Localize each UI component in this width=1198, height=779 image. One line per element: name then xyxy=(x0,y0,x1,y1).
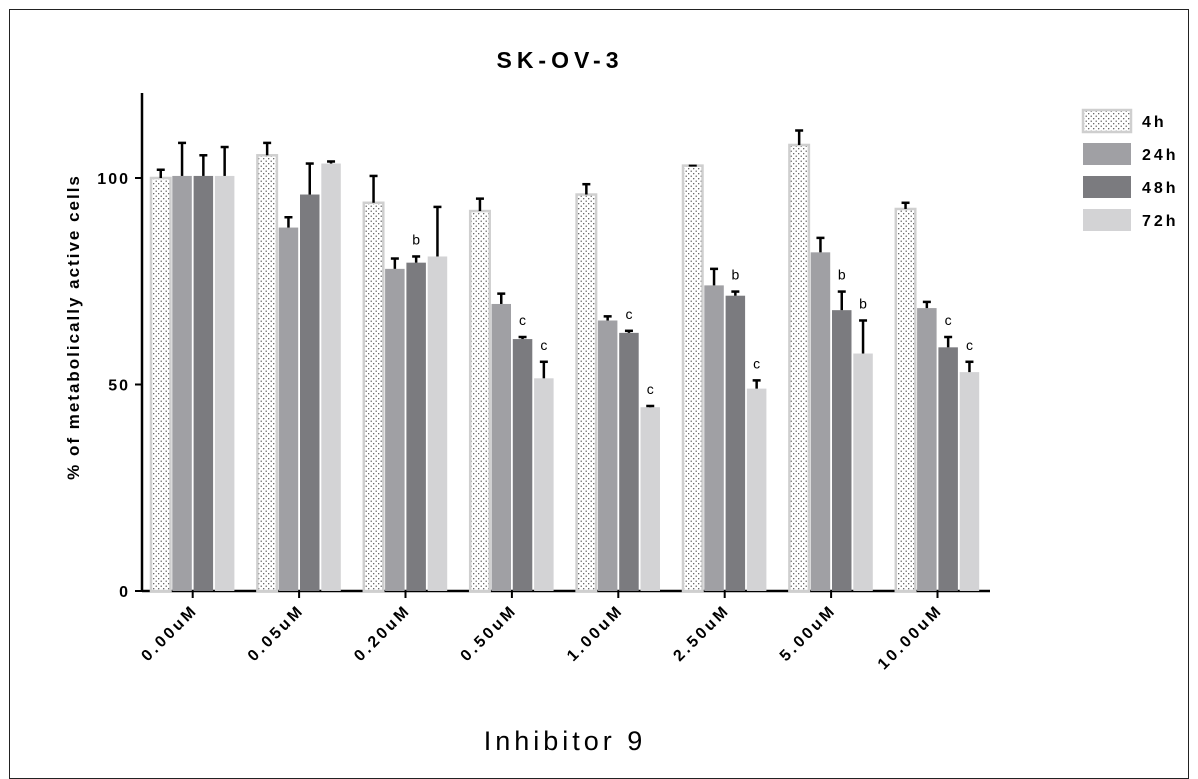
bar xyxy=(534,378,554,591)
bar xyxy=(427,256,448,591)
y-tick-label: 100 xyxy=(97,171,130,188)
legend-label: 72h xyxy=(1142,213,1179,230)
x-tick-label: 1.00uM xyxy=(564,602,627,665)
x-axis-label: Inhibitor 9 xyxy=(484,726,647,756)
significance-label: b xyxy=(859,295,867,311)
bar xyxy=(193,175,214,591)
bar xyxy=(681,164,704,593)
bar xyxy=(406,262,426,591)
bar xyxy=(959,372,980,591)
legend-swatch xyxy=(1083,176,1131,198)
bar xyxy=(385,268,405,591)
bar xyxy=(172,175,192,591)
y-axis-label: % of metabolically active cells xyxy=(64,174,83,480)
bar xyxy=(894,207,917,593)
bar xyxy=(640,407,660,591)
bar xyxy=(938,347,958,591)
bar xyxy=(853,353,873,591)
bar xyxy=(832,310,852,591)
x-tick-label: 10.00uM xyxy=(875,602,947,674)
bar xyxy=(468,209,491,593)
y-tick-label: 0 xyxy=(119,584,130,601)
bar xyxy=(788,143,811,593)
bar xyxy=(491,303,511,591)
significance-label: c xyxy=(540,337,547,353)
bar xyxy=(725,295,746,591)
bar xyxy=(512,339,533,591)
bar xyxy=(362,201,385,593)
bar xyxy=(214,175,235,591)
legend-swatch xyxy=(1081,108,1133,134)
legend-swatch xyxy=(1083,143,1131,165)
legend-swatch xyxy=(1083,209,1131,231)
significance-label: c xyxy=(966,337,973,353)
bar xyxy=(575,193,598,593)
x-tick-label: 5.00uM xyxy=(777,602,840,665)
significance-label: c xyxy=(753,355,760,371)
x-tick-label: 0.00uM xyxy=(138,602,201,665)
x-tick-label: 0.05uM xyxy=(245,602,308,665)
y-tick-label: 50 xyxy=(108,378,130,395)
bar xyxy=(917,308,937,591)
bar xyxy=(619,332,639,591)
chart-title: SK-OV-3 xyxy=(496,47,623,73)
significance-label: b xyxy=(731,267,739,283)
bar xyxy=(149,176,172,593)
bar xyxy=(278,227,299,591)
bar xyxy=(746,388,767,591)
significance-label: c xyxy=(625,306,632,322)
significance-label: b xyxy=(838,267,846,283)
significance-label: c xyxy=(647,381,654,397)
bar xyxy=(810,252,831,591)
significance-label: b xyxy=(412,231,420,247)
x-tick-label: 0.50uM xyxy=(458,602,521,665)
x-tick-label: 2.50uM xyxy=(670,602,733,665)
legend: 4h 24h 48h 72h xyxy=(1081,108,1179,231)
significance-label: c xyxy=(945,312,952,328)
bar xyxy=(704,285,724,591)
bar xyxy=(597,320,618,591)
x-tick-label: 0.20uM xyxy=(351,602,414,665)
significance-label: c xyxy=(519,312,526,328)
bar xyxy=(300,194,320,591)
bar xyxy=(256,154,279,593)
legend-label: 48h xyxy=(1142,180,1179,197)
bar xyxy=(321,163,341,592)
legend-label: 4h xyxy=(1142,114,1167,131)
legend-label: 24h xyxy=(1142,147,1179,164)
